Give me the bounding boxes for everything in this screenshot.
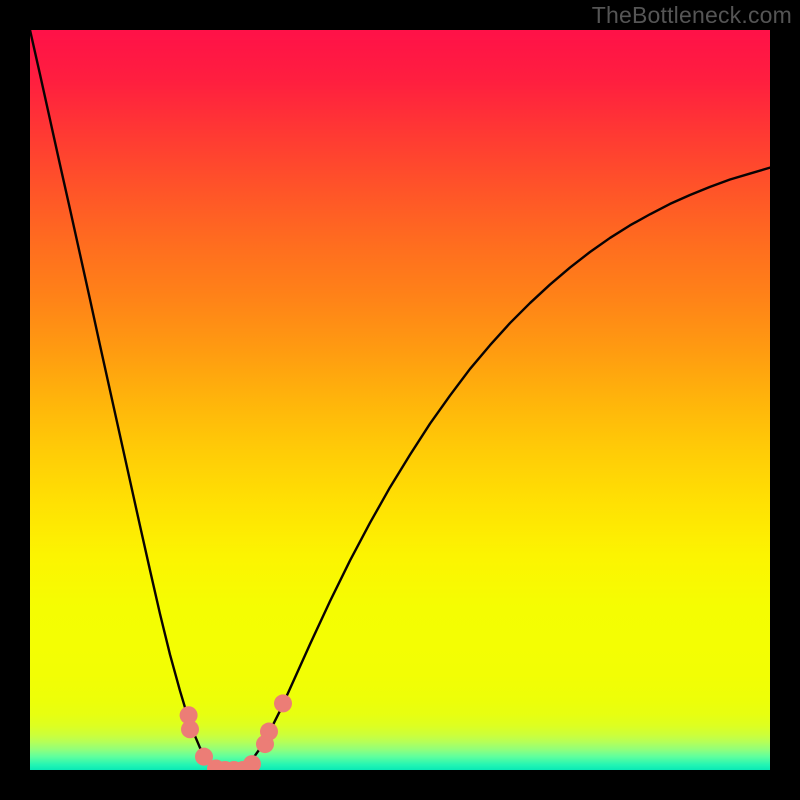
data-marker	[274, 694, 292, 712]
bottleneck-chart	[30, 30, 770, 770]
data-marker	[181, 720, 199, 738]
plot-area	[30, 30, 770, 770]
data-marker	[260, 723, 278, 741]
figure-container: TheBottleneck.com	[0, 0, 800, 800]
watermark-label: TheBottleneck.com	[592, 2, 792, 29]
plot-background	[30, 30, 770, 770]
